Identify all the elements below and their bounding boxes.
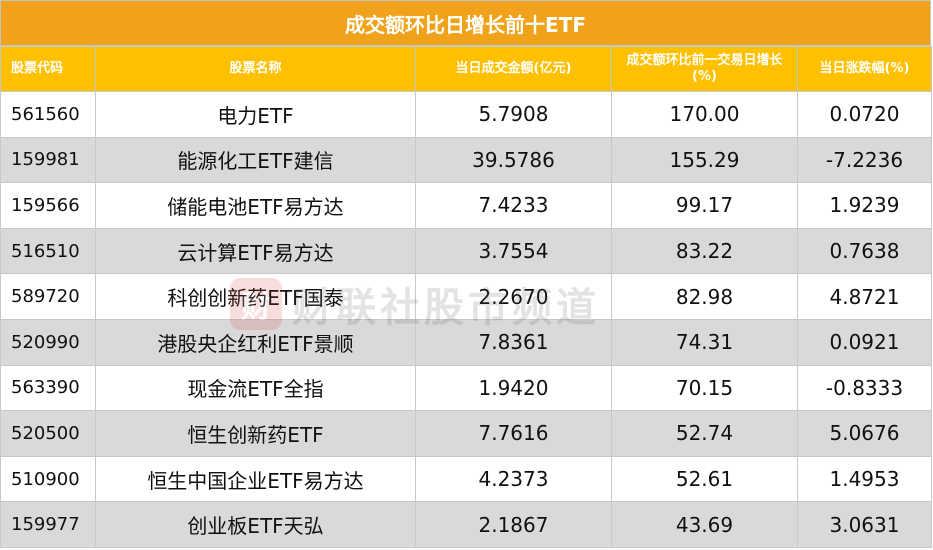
cell-code: 520990: [0, 318, 96, 366]
table-row: 589720 科创创新药ETF国泰 2.2670 82.98 4.8721: [0, 273, 932, 320]
cell-name: 云计算ETF易方达: [95, 227, 416, 275]
cell-amount: 5.7908: [415, 91, 612, 138]
cell-growth: 83.22: [611, 227, 798, 275]
cell-growth: 43.69: [611, 501, 798, 548]
cell-code: 159566: [0, 182, 96, 229]
table-row: 159566 储能电池ETF易方达 7.4233 99.17 1.9239: [0, 182, 932, 229]
cell-growth: 99.17: [611, 182, 798, 229]
cell-name: 能源化工ETF建信: [95, 136, 416, 184]
table-row: 520500 恒生创新药ETF 7.7616 52.74 5.0676: [0, 410, 932, 457]
table-row: 563390 现金流ETF全指 1.9420 70.15 -0.8333: [0, 364, 932, 412]
cell-growth: 74.31: [611, 318, 798, 366]
cell-amount: 3.7554: [415, 227, 612, 275]
cell-amount: 7.4233: [415, 182, 612, 229]
cell-change: 1.9239: [797, 182, 932, 229]
cell-growth: 82.98: [611, 273, 798, 320]
cell-name: 恒生中国企业ETF易方达: [95, 455, 416, 503]
cell-amount: 2.2670: [415, 273, 612, 320]
cell-change: 5.0676: [797, 410, 932, 457]
table-row: 159981 能源化工ETF建信 39.5786 155.29 -7.2236: [0, 136, 932, 184]
cell-code: 516510: [0, 227, 96, 275]
cell-code: 159981: [0, 136, 96, 184]
cell-name: 创业板ETF天弘: [95, 501, 416, 548]
cell-name: 港股央企红利ETF景顺: [95, 318, 416, 366]
cell-name: 储能电池ETF易方达: [95, 182, 416, 229]
header-name: 股票名称: [95, 46, 416, 92]
cell-code: 563390: [0, 364, 96, 412]
cell-growth: 52.74: [611, 410, 798, 457]
cell-growth: 70.15: [611, 364, 798, 412]
cell-amount: 7.7616: [415, 410, 612, 457]
table-row: 561560 电力ETF 5.7908 170.00 0.0720: [0, 91, 932, 138]
cell-change: 4.8721: [797, 273, 932, 320]
cell-change: -0.8333: [797, 364, 932, 412]
cell-amount: 2.1867: [415, 501, 612, 548]
header-growth: 成交额环比前一交易日增长(%): [611, 46, 798, 92]
cell-code: 561560: [0, 91, 96, 138]
table-row: 516510 云计算ETF易方达 3.7554 83.22 0.7638: [0, 227, 932, 275]
cell-amount: 7.8361: [415, 318, 612, 366]
table-title: 成交额环比日增长前十ETF: [0, 0, 931, 46]
cell-name: 现金流ETF全指: [95, 364, 416, 412]
cell-amount: 39.5786: [415, 136, 612, 184]
cell-change: 1.4953: [797, 455, 932, 503]
cell-code: 520500: [0, 410, 96, 457]
etf-table: 股票代码 股票名称 当日成交金额(亿元) 成交额环比前一交易日增长(%) 当日涨…: [0, 46, 932, 548]
cell-change: 0.0720: [797, 91, 932, 138]
table-row: 159977 创业板ETF天弘 2.1867 43.69 3.0631: [0, 501, 932, 548]
cell-name: 科创创新药ETF国泰: [95, 273, 416, 320]
cell-growth: 52.61: [611, 455, 798, 503]
cell-name: 电力ETF: [95, 91, 416, 138]
header-row: 股票代码 股票名称 当日成交金额(亿元) 成交额环比前一交易日增长(%) 当日涨…: [0, 46, 932, 92]
cell-amount: 4.2373: [415, 455, 612, 503]
cell-amount: 1.9420: [415, 364, 612, 412]
header-code: 股票代码: [0, 46, 96, 92]
header-change: 当日涨跌幅(%): [797, 46, 932, 92]
cell-code: 159977: [0, 501, 96, 548]
cell-change: 0.0921: [797, 318, 932, 366]
cell-code: 589720: [0, 273, 96, 320]
table-row: 520990 港股央企红利ETF景顺 7.8361 74.31 0.0921: [0, 318, 932, 366]
cell-change: -7.2236: [797, 136, 932, 184]
cell-change: 3.0631: [797, 501, 932, 548]
cell-growth: 155.29: [611, 136, 798, 184]
cell-change: 0.7638: [797, 227, 932, 275]
cell-code: 510900: [0, 455, 96, 503]
header-amount: 当日成交金额(亿元): [415, 46, 612, 92]
cell-growth: 170.00: [611, 91, 798, 138]
table-row: 510900 恒生中国企业ETF易方达 4.2373 52.61 1.4953: [0, 455, 932, 503]
cell-name: 恒生创新药ETF: [95, 410, 416, 457]
